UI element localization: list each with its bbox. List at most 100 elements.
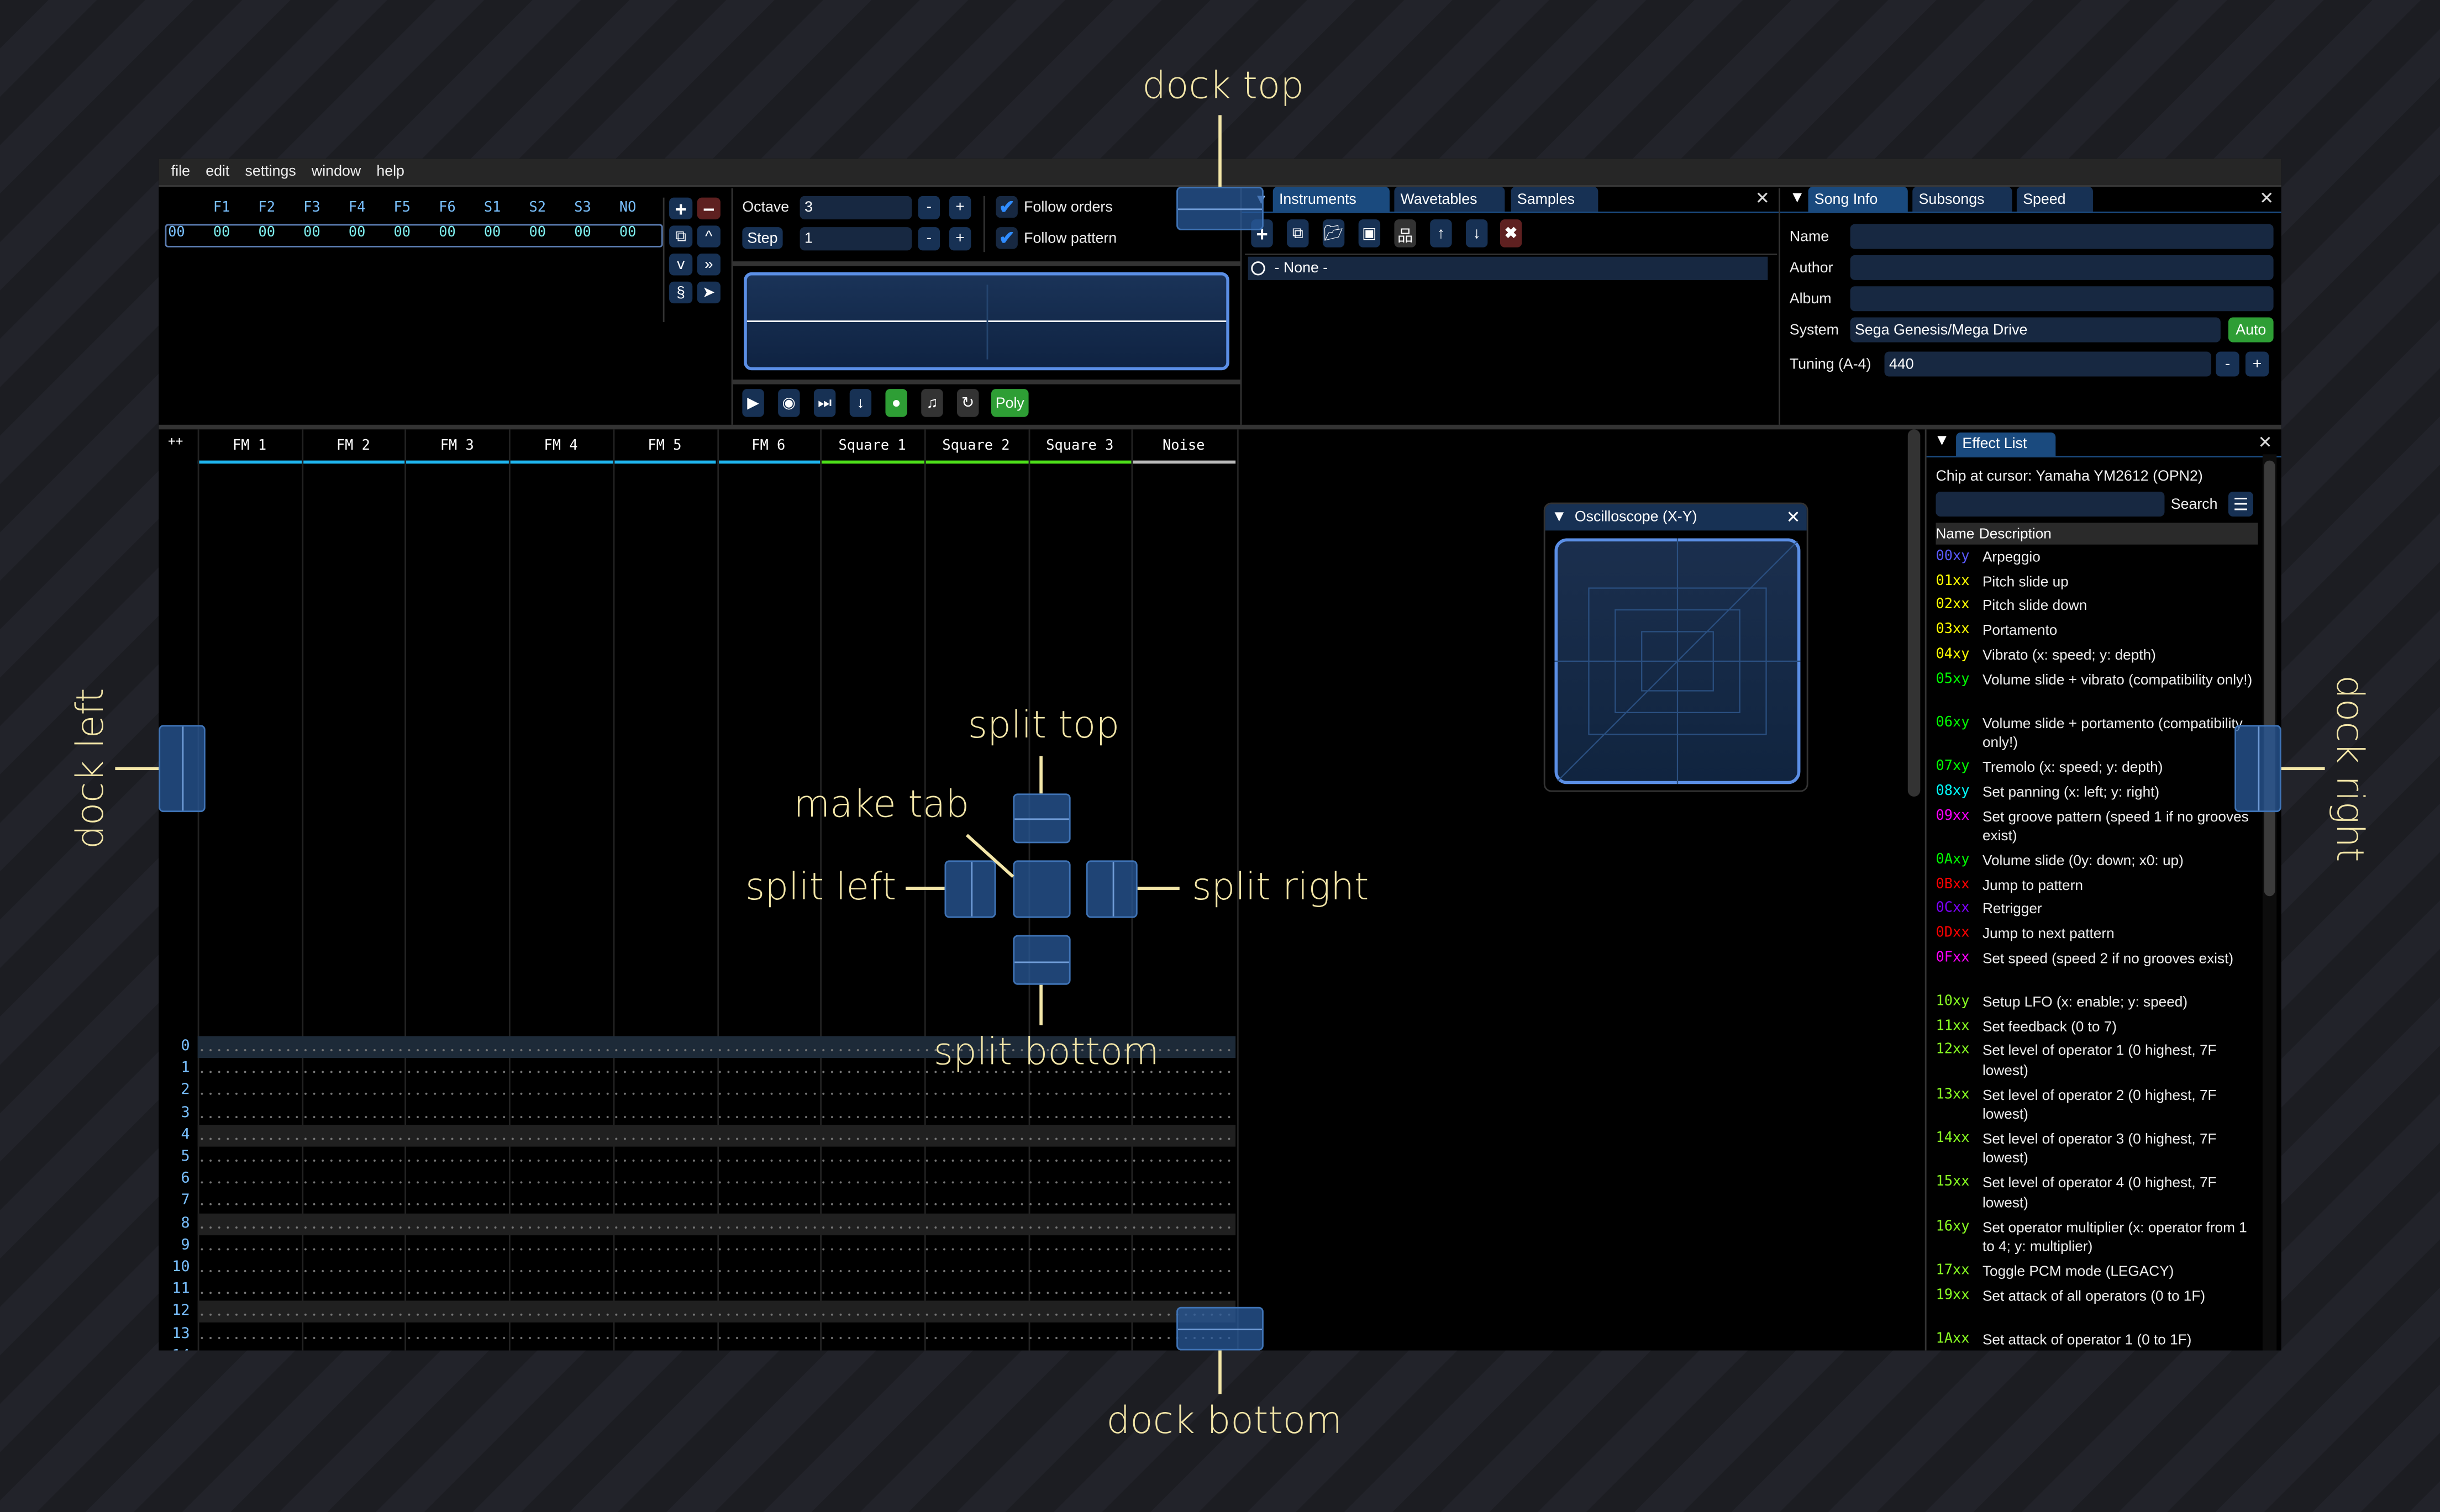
effect-list-item[interactable]: 0Dxx Jump to next pattern — [1936, 924, 2262, 944]
effect-list-item[interactable]: 09xx Set groove pattern (speed 1 if no gr… — [1936, 807, 2262, 846]
pattern-scrollbar[interactable] — [1907, 429, 1921, 797]
orders-row[interactable] — [165, 224, 663, 247]
dock-bottom-target[interactable] — [1176, 1306, 1264, 1351]
save-icon[interactable]: ▣ — [1358, 219, 1381, 247]
scrollbar[interactable] — [2262, 454, 2277, 1351]
order-cell[interactable]: 00 — [213, 225, 230, 241]
step-minus-button[interactable]: - — [918, 227, 940, 251]
pattern-row[interactable] — [197, 1103, 1236, 1124]
tuning-minus-button[interactable]: - — [2216, 351, 2239, 377]
pattern-row[interactable] — [197, 1257, 1236, 1279]
channel-header[interactable]: FM 6 — [751, 439, 786, 455]
make-tab-target[interactable] — [1013, 860, 1071, 918]
step-one-row-button[interactable]: ⏭ — [813, 389, 836, 417]
channel-header[interactable]: Square 1 — [838, 439, 906, 455]
auto-button[interactable]: Auto — [2228, 317, 2274, 343]
pattern-row[interactable] — [197, 1124, 1236, 1147]
pattern-row[interactable] — [197, 1081, 1236, 1102]
follow-orders-checkbox[interactable]: ✔ — [996, 196, 1018, 218]
tab-speed[interactable]: Speed — [2016, 186, 2093, 212]
duplicate-instrument-icon[interactable]: ⧉ — [1287, 219, 1309, 247]
effect-list-item[interactable]: 03xx Portamento — [1936, 621, 2262, 640]
split-bottom-target[interactable] — [1013, 935, 1071, 985]
cursor-icon[interactable]: ➤ — [697, 281, 721, 304]
order-cell[interactable]: 00 — [393, 225, 411, 241]
metronome-button[interactable]: ♫ — [921, 389, 943, 417]
pattern-row[interactable] — [197, 1213, 1236, 1235]
effect-list-item[interactable]: 01xx Pitch slide up — [1936, 572, 2262, 592]
octave-input[interactable]: 3 — [800, 196, 912, 220]
order-cell[interactable]: 00 — [258, 225, 276, 241]
order-cell[interactable]: 00 — [439, 225, 456, 241]
close-icon[interactable]: ✕ — [1755, 189, 1770, 209]
scrollbar-thumb[interactable] — [2264, 460, 2275, 897]
pattern-row[interactable] — [197, 1191, 1236, 1213]
record-button[interactable]: ● — [885, 389, 907, 417]
effect-list-item[interactable]: 00xy Arpeggio — [1936, 547, 2262, 567]
remove-order-button[interactable]: − — [697, 197, 721, 220]
name-input[interactable] — [1850, 224, 2274, 249]
tab-wavetables[interactable]: Wavetables — [1394, 186, 1505, 212]
order-cell[interactable]: 00 — [303, 225, 320, 241]
menu-window[interactable]: window — [311, 163, 361, 181]
split-top-target[interactable] — [1013, 793, 1071, 844]
tab-samples[interactable]: Samples — [1511, 186, 1598, 212]
close-icon[interactable]: ✕ — [1786, 508, 1801, 528]
oscilloscope-titlebar[interactable]: ▼ Oscilloscope (X-Y) ✕ — [1545, 504, 1807, 531]
octave-minus-button[interactable]: - — [918, 196, 940, 220]
pattern-row[interactable] — [197, 1169, 1236, 1190]
menu-help[interactable]: help — [376, 163, 404, 181]
move-order-up-icon[interactable]: ^ — [697, 225, 721, 247]
play-from-cursor-button[interactable]: ◉ — [778, 389, 800, 417]
tab-effect-list[interactable]: Effect List — [1956, 432, 2056, 456]
effect-list-item[interactable]: 0Axy Volume slide (0y: down; x0: up) — [1936, 851, 2262, 870]
effect-list-item[interactable]: 1Axx Set attack of operator 1 (0 to 1F) — [1936, 1330, 2262, 1349]
add-order-button[interactable]: + — [669, 197, 693, 220]
repeat-pattern-button[interactable]: ↻ — [957, 389, 979, 417]
tab-instruments[interactable]: Instruments — [1272, 186, 1390, 212]
system-input[interactable]: Sega Genesis/Mega Drive — [1850, 317, 2221, 343]
pattern-row[interactable] — [197, 1235, 1236, 1257]
hierarchy-icon[interactable]: 品 — [1394, 219, 1416, 247]
move-order-down-icon[interactable]: v — [669, 254, 693, 276]
effect-list-item[interactable]: 0Cxx Retrigger — [1936, 899, 2262, 919]
collapse-icon[interactable]: ▼ — [1551, 508, 1567, 526]
arrow-down-icon[interactable]: ↓ — [1465, 219, 1488, 247]
effect-list-item[interactable]: 04xy Vibrato (x: speed; y: depth) — [1936, 645, 2262, 665]
album-input[interactable] — [1850, 286, 2274, 312]
tuning-input[interactable]: 440 — [1884, 351, 2211, 377]
effect-list-item[interactable]: 10xy Setup LFO (x: enable; y: speed) — [1936, 992, 2262, 1011]
effect-list-item[interactable]: 13xx Set level of operator 2 (0 highest, … — [1936, 1086, 2262, 1125]
tuning-plus-button[interactable]: + — [2245, 351, 2269, 377]
order-cell[interactable]: 00 — [483, 225, 501, 241]
effect-list-item[interactable]: 07xy Tremolo (x: speed; y: depth) — [1936, 758, 2262, 777]
effect-list-item[interactable]: 19xx Set attack of all operators (0 to 1F… — [1936, 1286, 2262, 1305]
close-icon[interactable]: ✕ — [2258, 434, 2273, 453]
duplicate-order-icon[interactable]: ⧉ — [669, 225, 693, 247]
instrument-list-item[interactable]: - None - — [1248, 256, 1768, 280]
play-button[interactable]: ▶ — [742, 389, 764, 417]
channel-header[interactable]: FM 5 — [648, 439, 682, 455]
tab-song-info[interactable]: Song Info — [1808, 186, 1908, 212]
order-cell[interactable]: 00 — [348, 225, 366, 241]
effect-list-item[interactable]: 06xy Volume slide + portamento (compatibi… — [1936, 714, 2262, 753]
pattern-row[interactable] — [197, 1301, 1236, 1323]
menu-settings[interactable]: settings — [245, 163, 296, 181]
split-right-target[interactable] — [1086, 860, 1138, 918]
delete-instrument-icon[interactable]: ✖ — [1500, 219, 1522, 247]
poly-button[interactable]: Poly — [991, 389, 1029, 417]
effect-list-item[interactable]: 14xx Set level of operator 3 (0 highest, … — [1936, 1129, 2262, 1168]
pattern-row[interactable] — [197, 1147, 1236, 1168]
effect-list-item[interactable]: 12xx Set level of operator 1 (0 highest, … — [1936, 1041, 2262, 1081]
channel-header[interactable]: FM 1 — [233, 439, 267, 455]
octave-plus-button[interactable]: + — [949, 196, 971, 220]
split-left-target[interactable] — [944, 860, 996, 918]
effect-list-item[interactable]: 11xx Set feedback (0 to 7) — [1936, 1017, 2262, 1036]
channel-header[interactable]: FM 4 — [544, 439, 578, 455]
pattern-row[interactable] — [197, 1036, 1236, 1058]
stop-button[interactable]: ↓ — [849, 389, 872, 417]
tab-subsongs[interactable]: Subsongs — [1912, 186, 2012, 212]
pattern-corner-button[interactable]: ++ — [168, 434, 183, 449]
step-button[interactable]: Step — [742, 227, 783, 249]
arrow-up-icon[interactable]: ↑ — [1430, 219, 1452, 247]
